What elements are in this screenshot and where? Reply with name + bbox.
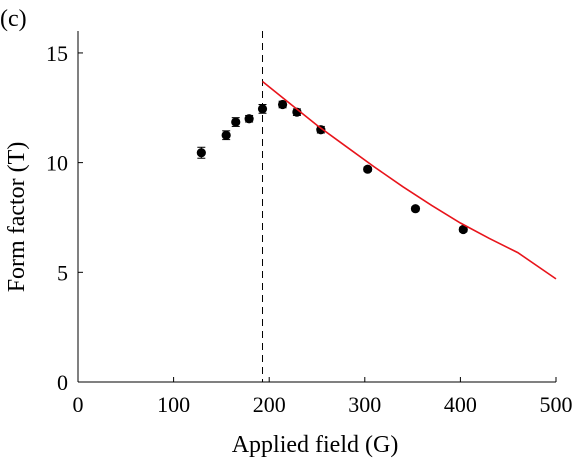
y-tick-label: 0 bbox=[57, 370, 68, 395]
data-point bbox=[244, 114, 254, 124]
data-point bbox=[257, 104, 268, 114]
x-tick-label: 100 bbox=[157, 392, 190, 417]
data-point bbox=[292, 107, 302, 117]
fit-curve bbox=[261, 80, 557, 280]
x-tick-label: 200 bbox=[253, 392, 286, 417]
y-axis-label: Form factor (T) bbox=[4, 142, 30, 293]
x-tick-label: 0 bbox=[73, 392, 84, 417]
data-point bbox=[196, 148, 206, 158]
data-point bbox=[277, 99, 288, 110]
y-tick-label: 5 bbox=[57, 260, 68, 285]
panel-label: (c) bbox=[0, 6, 27, 32]
plot-marks bbox=[196, 31, 557, 382]
data-point bbox=[316, 125, 326, 135]
y-tick-label: 10 bbox=[46, 151, 68, 176]
data-point bbox=[458, 224, 468, 235]
data-point bbox=[410, 204, 421, 214]
data-point bbox=[231, 117, 241, 127]
data-point bbox=[221, 130, 231, 140]
x-tick-label: 300 bbox=[348, 392, 381, 417]
x-tick-label: 500 bbox=[540, 392, 573, 417]
data-point bbox=[363, 164, 373, 174]
x-tick-label: 400 bbox=[444, 392, 477, 417]
plot-axes: 0 100 200 300 400 500 0 5 10 15 bbox=[46, 31, 573, 417]
x-axis-label: Applied field (G) bbox=[232, 432, 399, 458]
y-tick-label: 15 bbox=[46, 41, 68, 66]
